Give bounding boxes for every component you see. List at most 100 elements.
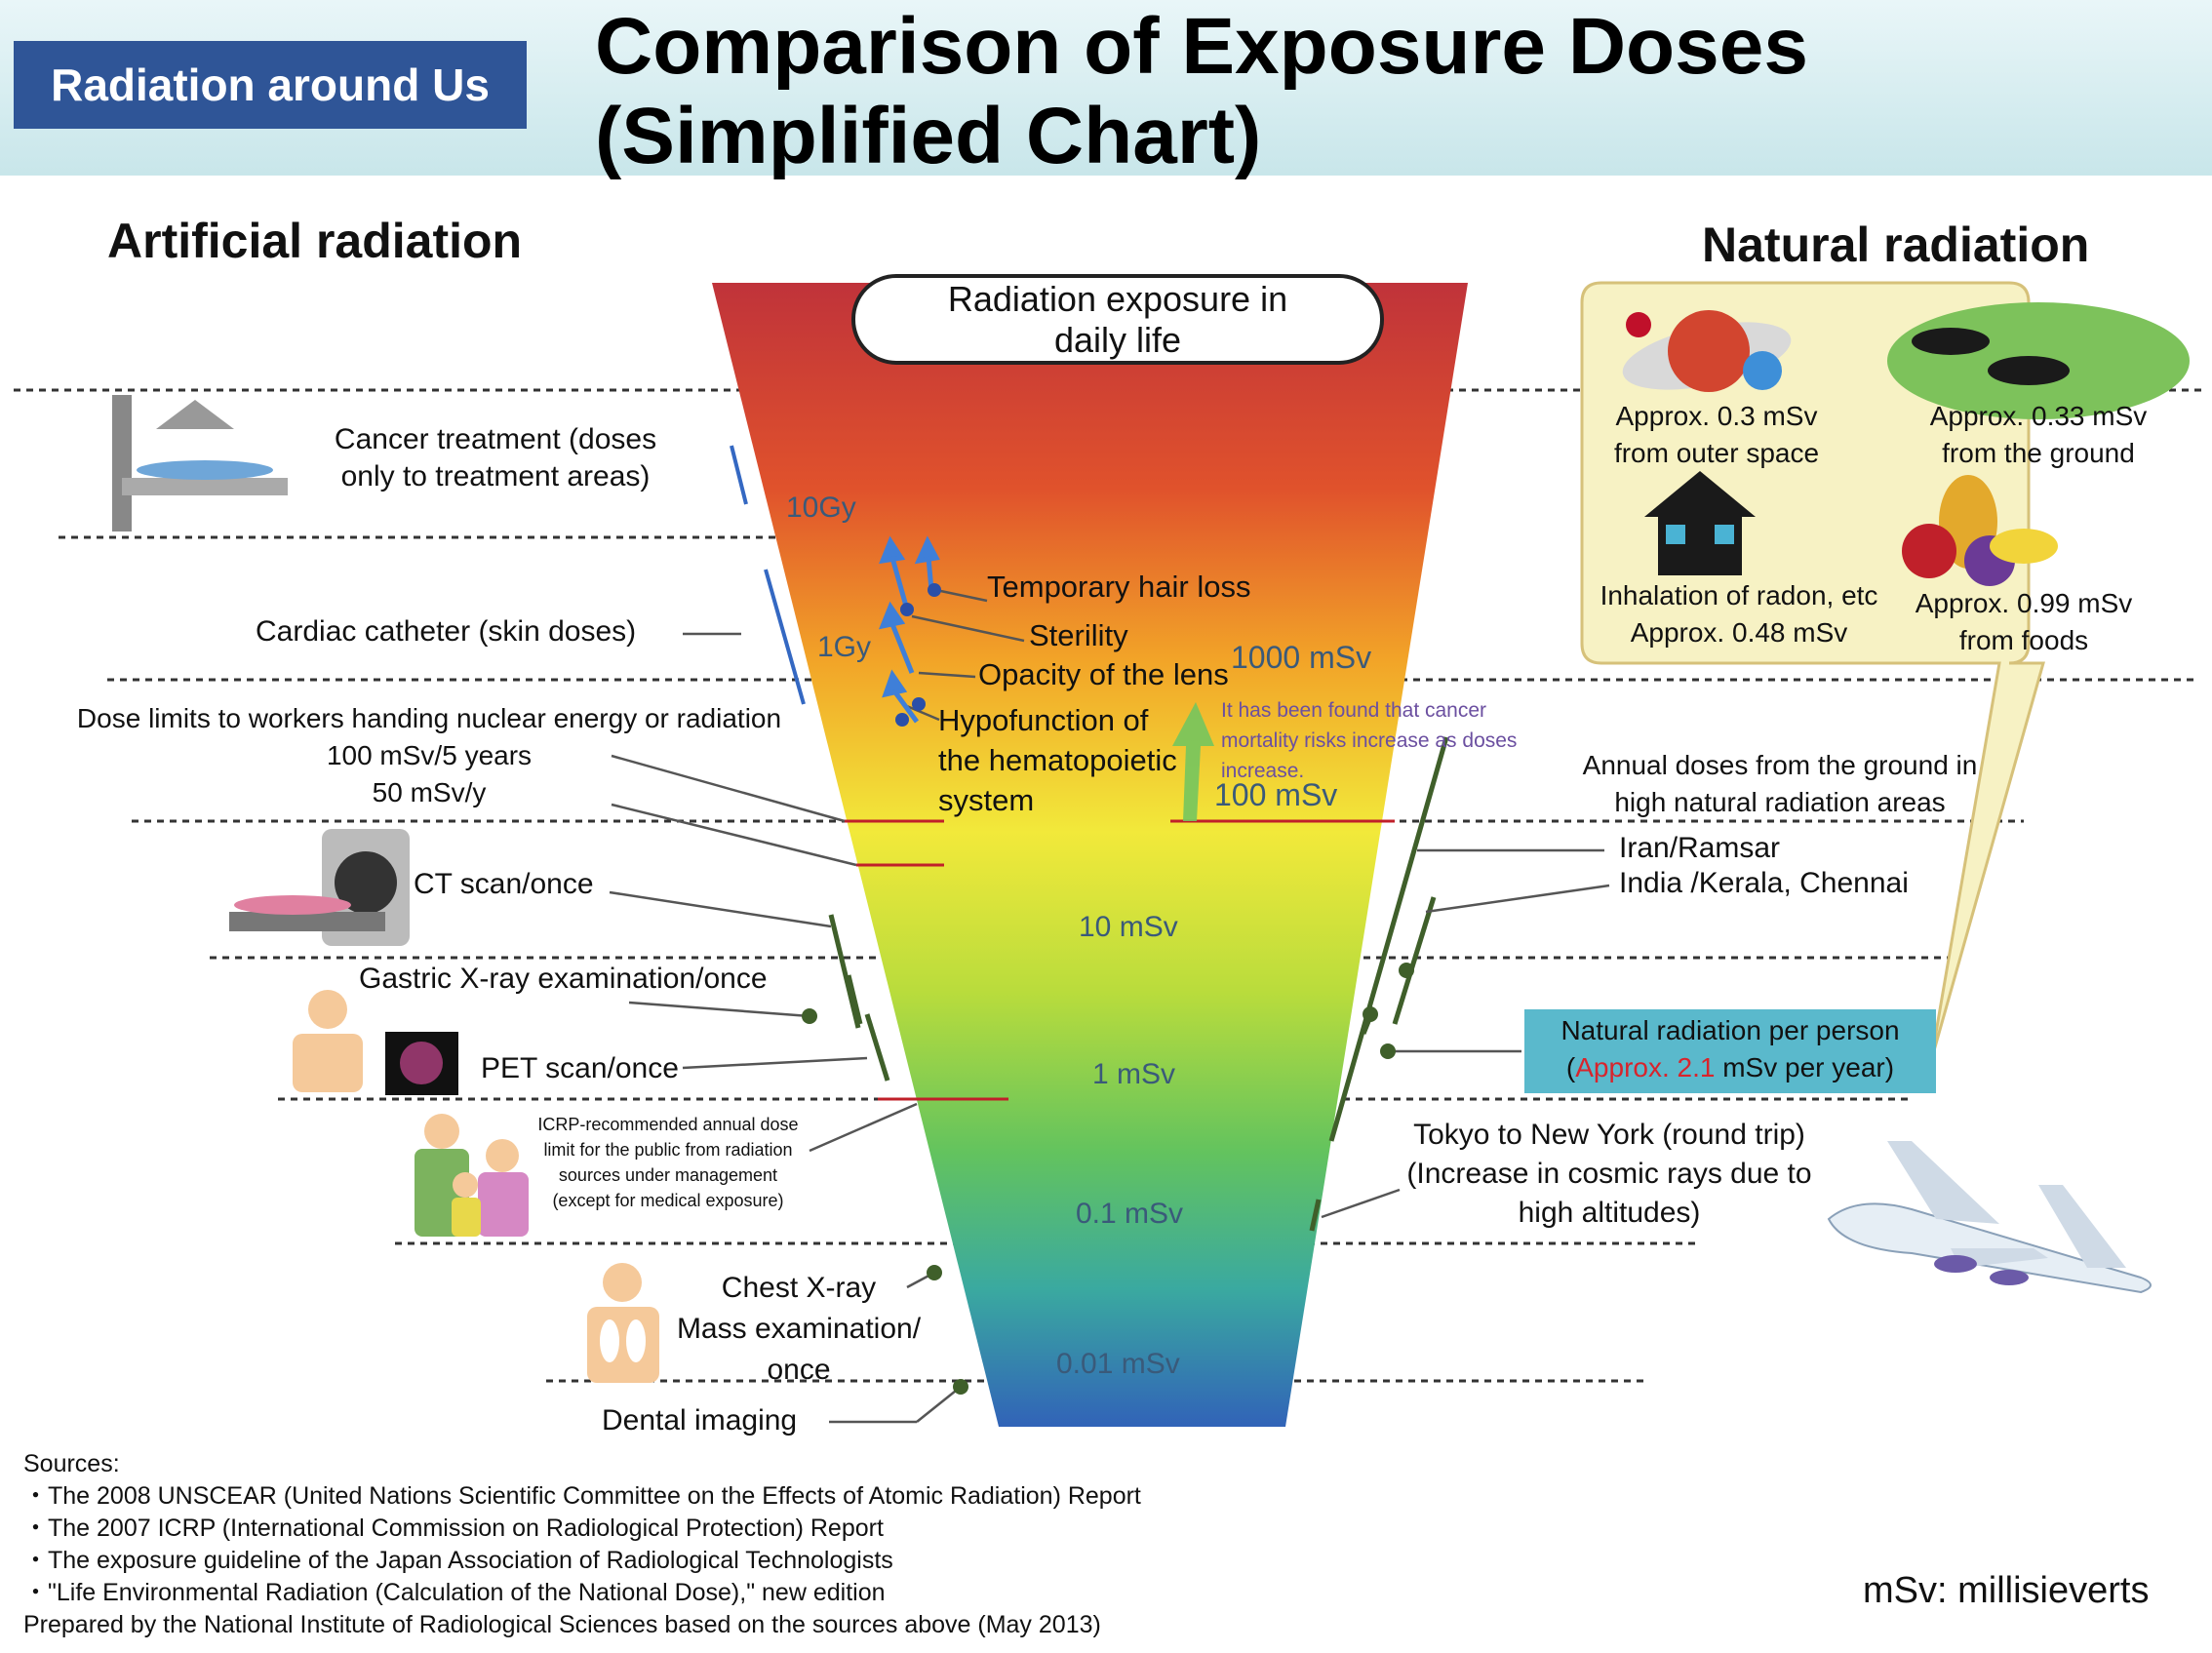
source-item: ・The 2007 ICRP (International Commission… [23,1515,884,1542]
fuselage [1827,1202,2152,1294]
label-flight-line-2: (Increase in cosmic rays due to [1406,1158,1812,1190]
horse [1988,356,2070,385]
leader [628,1001,810,1018]
house-window [1715,525,1734,544]
source-item: ・The 2008 UNSCEAR (United Nations Scient… [23,1482,1141,1510]
arrow-shaft [889,557,910,610]
family-illustration [415,1114,529,1237]
natural-heading: Natural radiation [1702,217,2090,272]
limit-marks [845,819,1395,1101]
funnel-label-line-1: Radiation exposure in [947,279,1288,319]
leader [916,1386,962,1423]
horse [1912,328,1990,355]
leader-dot [1363,1006,1378,1022]
leader-dot [1399,963,1414,978]
cancer-risk-note-line-2: mortality risks increase as doses [1221,729,1518,752]
label-chest-xray-line-1: Chest X-ray [721,1272,877,1304]
scale-label-10msv: 10 mSv [1079,911,1178,943]
label-ct-scan: CT scan/once [414,868,594,900]
head [603,1263,642,1302]
parent-body [478,1172,529,1237]
moon [1743,351,1782,390]
leader [611,754,846,823]
cancer-risk-note-line-1: It has been found that cancer [1221,699,1487,722]
arrow-shaft [889,623,915,674]
airplane-illustration [1827,1141,2152,1294]
range-bar [764,569,806,705]
chest-xray-person-illustration [587,1263,659,1383]
label-ground-line-2: from the ground [1942,438,2135,468]
effect-dot [912,697,926,711]
treatment-table [122,478,288,495]
label-worker-limits-line-2: 100 mSv/5 years [326,740,533,770]
title-line-2: (Simplified Chart) [595,92,1262,180]
arrow-head [878,601,906,630]
label-icrp-limit-line-3: sources under management [558,1165,778,1185]
leader [609,890,832,928]
ct-patient [234,895,351,915]
effect-hematopoietic-line-3: system [938,783,1035,817]
wing [1887,1141,1999,1224]
effect-dot [895,713,909,727]
house-illustration [1644,471,1756,575]
child-head [453,1172,478,1198]
label-chest-xray-line-3: once [767,1354,831,1386]
label-foods-line-2: from foods [1958,625,2089,655]
label-chest-xray: Chest X-ray Mass examination/ once [657,1268,940,1391]
label-per-person-line-1: Natural radiation per person [1560,1015,1900,1045]
ct-illustration [229,829,410,946]
label-ground-line-1: Approx. 0.33 mSv [1929,401,2148,431]
funnel-label: Radiation exposure in daily life [856,279,1379,361]
per-person-open: ( [1565,1052,1576,1082]
label-high-natural-areas-line-2: high natural radiation areas [1614,787,1946,817]
leader [918,671,976,679]
funnel-label-bubble [851,274,1384,365]
leader-dot [953,1379,968,1395]
source-item: ・"Life Environmental Radiation (Calculat… [23,1579,886,1606]
range-bar [730,445,748,505]
label-dental-imaging: Dental imaging [602,1404,798,1437]
label-outer-space-line-1: Approx. 0.3 mSv [1615,401,1818,431]
label-flight-line-3: high altitudes) [1518,1197,1701,1229]
ct-bore [335,851,397,914]
patient [137,460,273,480]
scale-label-100msv: 100 mSv [1214,777,1338,812]
label-cancer-treatment-line-1: Cancer treatment (doses [334,423,657,455]
arrow-body [1172,702,1214,821]
leader-dots [802,963,1414,1395]
sources-heading: Sources: [23,1450,120,1477]
arrow-head [882,669,908,698]
label-ground: Approx. 0.33 mSv from the ground [1902,398,2175,472]
scale-label-1gy: 1Gy [817,631,872,663]
label-outer-space: Approx. 0.3 mSv from outer space [1580,398,1853,472]
effect-dot [900,603,914,616]
scale-label-10gy: 10Gy [786,492,856,524]
ct-bed [229,912,385,931]
label-icrp-limit: ICRP-recommended annual dose limit for t… [512,1112,824,1213]
title-line-1: Comparison of Exposure Doses [595,2,1808,91]
cancer-risk-note: It has been found that cancer mortality … [1221,695,1517,786]
funnel-label-line-2: daily life [1053,320,1182,360]
label-flight: Tokyo to New York (round trip) (Increase… [1400,1116,1819,1233]
range-bar [1328,736,1449,1142]
engine [1934,1255,1977,1273]
label-per-person: Natural radiation per person (Approx. 2.… [1524,1012,1936,1086]
range-bar [864,1013,890,1082]
house-wall [1658,515,1742,575]
label-flight-line-1: Tokyo to New York (round trip) [1413,1119,1805,1151]
machine-column [112,395,132,531]
effect-hematopoietic-line-2: the hematopoietic [938,743,1177,777]
range-bar [846,974,863,1025]
torso [293,1034,363,1092]
effect-hair-loss: Temporary hair loss [987,570,1251,604]
artificial-heading: Artificial radiation [107,214,523,268]
leader [911,614,1025,643]
outer-space-illustration [1622,310,1792,392]
label-india-kerala: India /Kerala, Chennai [1619,867,1909,899]
house-window [1666,525,1685,544]
cancer-risk-arrow [1172,702,1214,821]
label-foods-line-1: Approx. 0.99 mSv [1915,588,2133,618]
house-roof [1644,471,1756,517]
label-chest-xray-line-2: Mass examination/ [676,1313,922,1345]
